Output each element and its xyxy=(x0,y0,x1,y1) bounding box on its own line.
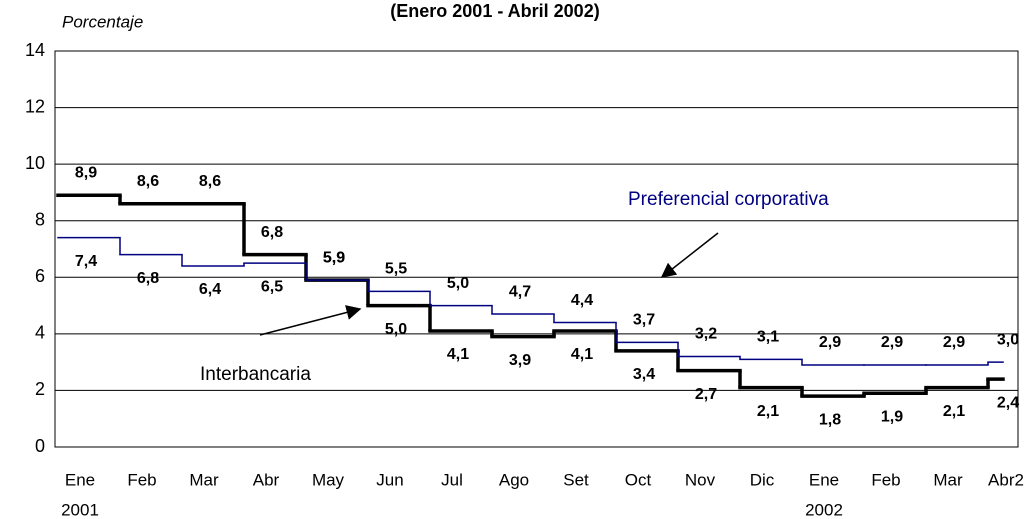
x-tick-label: Dic xyxy=(750,470,775,489)
year-label: 2001 xyxy=(61,500,99,519)
x-tick-label: Oct xyxy=(625,470,652,489)
value-label: 6,5 xyxy=(261,278,283,295)
x-tick-label: Ene xyxy=(809,470,839,489)
value-label: 3,0 xyxy=(997,331,1019,348)
y-axis-label: Porcentaje xyxy=(62,12,143,31)
x-tick-label: Feb xyxy=(127,470,156,489)
x-tick-label: Feb xyxy=(871,470,900,489)
arrow xyxy=(660,232,719,278)
value-label: 4,7 xyxy=(509,283,531,300)
y-tick-label: 6 xyxy=(35,266,45,286)
x-tick-label: May xyxy=(312,470,345,489)
value-label: 8,9 xyxy=(75,164,97,181)
x-tick-label: Abr2 xyxy=(988,470,1024,489)
value-label: 5,9 xyxy=(323,249,345,266)
x-tick-label: Jul xyxy=(441,470,463,489)
plot-frame xyxy=(54,50,1019,448)
value-label: 5,0 xyxy=(385,321,407,338)
value-label: 2,1 xyxy=(757,403,779,420)
value-label: 3,2 xyxy=(695,326,717,343)
series-label: Interbancaria xyxy=(200,364,311,385)
value-label: 8,6 xyxy=(199,173,221,190)
value-label: 3,9 xyxy=(509,352,531,369)
value-label: 5,0 xyxy=(447,275,469,292)
value-label: 1,8 xyxy=(819,411,841,428)
value-label: 2,9 xyxy=(881,334,903,351)
year-label: 2002 xyxy=(805,500,843,519)
value-label: 4,1 xyxy=(447,346,469,363)
value-label: 6,8 xyxy=(261,224,283,241)
value-label: 7,4 xyxy=(75,253,97,270)
value-label: 4,1 xyxy=(571,346,593,363)
value-label: 2,9 xyxy=(819,334,841,351)
y-tick-label: 14 xyxy=(25,40,45,60)
y-tick-label: 10 xyxy=(25,153,45,173)
value-label: 2,9 xyxy=(943,334,965,351)
series-label: Preferencial corporativa xyxy=(628,189,829,210)
value-label: 8,6 xyxy=(137,173,159,190)
y-tick-label: 4 xyxy=(35,323,45,343)
value-label: 5,5 xyxy=(385,261,407,278)
arrow xyxy=(259,305,362,336)
value-label: 1,9 xyxy=(881,408,903,425)
value-label: 4,4 xyxy=(571,292,593,309)
value-label: 6,4 xyxy=(199,281,221,298)
x-tick-label: Jun xyxy=(376,470,403,489)
value-label: 3,1 xyxy=(757,329,779,346)
x-tick-label: Ene xyxy=(65,470,95,489)
y-tick-label: 2 xyxy=(35,379,45,399)
x-tick-label: Mar xyxy=(933,470,963,489)
x-tick-label: Abr xyxy=(253,470,280,489)
value-label: 2,4 xyxy=(997,394,1019,411)
y-tick-label: 8 xyxy=(35,209,45,229)
value-label: 3,4 xyxy=(633,366,655,383)
value-label: 3,7 xyxy=(633,312,655,329)
value-label: 2,7 xyxy=(695,386,717,403)
value-label: 6,8 xyxy=(137,270,159,287)
x-tick-label: Ago xyxy=(499,470,529,489)
chart-title: (Enero 2001 - Abril 2002) xyxy=(390,1,599,21)
x-tick-label: Set xyxy=(563,470,589,489)
y-tick-label: 0 xyxy=(35,436,45,456)
value-label: 5,9 xyxy=(323,249,345,266)
y-tick-label: 12 xyxy=(25,96,45,116)
x-tick-label: Mar xyxy=(189,470,219,489)
value-label: 2,1 xyxy=(943,403,965,420)
x-tick-label: Nov xyxy=(685,470,716,489)
